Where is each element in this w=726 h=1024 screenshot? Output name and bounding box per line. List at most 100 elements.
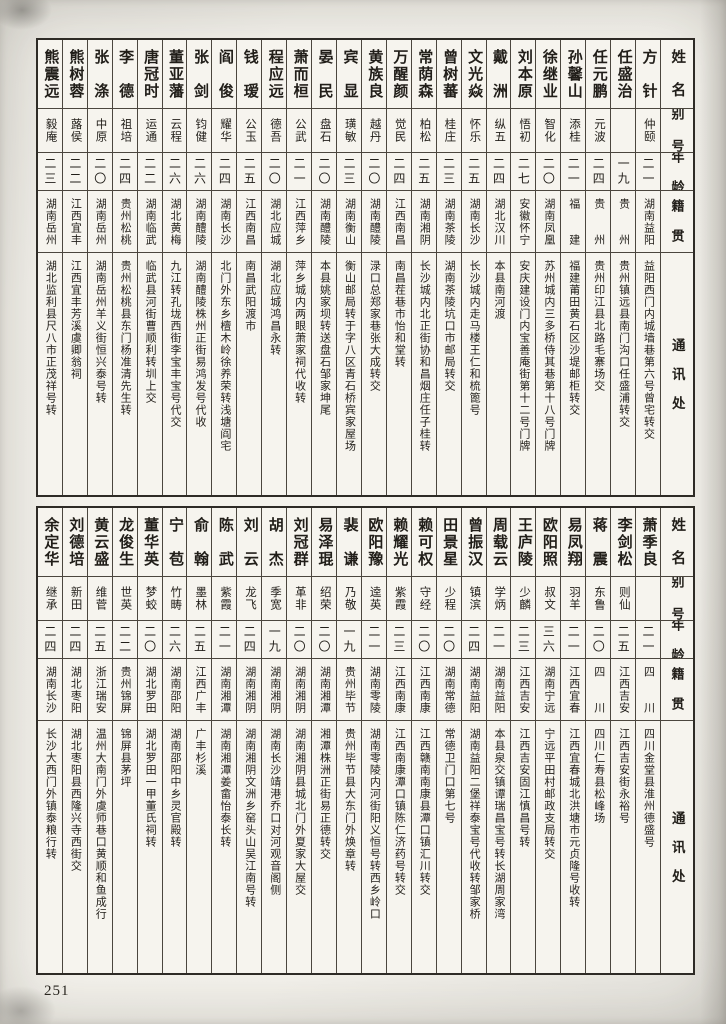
name-text: 宾 显 (341, 48, 358, 100)
person-address-cell: 湖北枣阳县西隆兴寺西街交 (63, 721, 87, 973)
person-column: 张 剑钧健 二六 湖南醴陵 湖南醴陵株州正街易鸿发号代收 (186, 40, 212, 495)
name-text: 欧阳照 (540, 516, 557, 568)
origin-text: 湖北枣阳 (69, 665, 82, 714)
person-alias-cell: 竹畴 (162, 577, 187, 621)
origin-text: 安徽怀宁 (517, 197, 530, 246)
origin-text: 江西南康 (393, 665, 406, 714)
alias-text: 越丹 (368, 118, 381, 143)
age-text: 二四 (117, 156, 132, 187)
person-name-cell: 李剑松 (611, 508, 636, 577)
header-label-address: 通 讯 处 (669, 810, 685, 884)
address-text: 湖南湘阴县城北门外夏家大屋交 (293, 728, 306, 896)
origin-text: 湖北汉川 (493, 197, 505, 246)
name-text: 萧季良 (640, 516, 657, 568)
age-text: 二三 (341, 156, 356, 187)
person-name-cell: 熊树蓉 (62, 40, 87, 109)
person-alias-cell: 逵英 (361, 577, 386, 621)
person-address-cell: 湖南邵阳中乡灵官殿转 (163, 721, 187, 973)
age-text: 二四 (67, 624, 82, 655)
name-text: 张 剑 (191, 48, 208, 100)
age-text: 二四 (391, 156, 406, 187)
address-text: 苏州城内三多桥侍其巷第十八号门牌 (542, 260, 555, 452)
person-name-cell: 熊震远 (37, 40, 62, 109)
person-column: 宾 显璜敏 二三 湖南衡山 衡山邮局转于字八区青石桥宾家屋场 (336, 40, 361, 495)
person-age-cell: 二〇 (137, 621, 162, 659)
name-text: 欧阳豫 (366, 516, 383, 568)
name-text: 戴 洲 (491, 48, 507, 100)
person-alias-cell: 则仙 (611, 577, 636, 621)
person-column: 周载云 学炳 二一 湖南益阳 本县泉交镇谭瑞昌宝号转长湖周家湾 (485, 508, 511, 973)
origin-text: 江西宜春 (567, 665, 580, 714)
person-origin-cell: 湖南湘潭 (212, 659, 237, 721)
person-column: 欧阳照 叔文 三六 湖南宁远 宁远平田村邮政支局转交 (535, 508, 561, 973)
person-name-cell: 李 德 (112, 40, 137, 109)
person-name-cell: 刘 云 (237, 508, 262, 577)
alias-text: 学炳 (493, 586, 506, 611)
header-cell-name: 姓 名 (661, 508, 693, 577)
header-column: 姓 名别 号年 龄籍 贯通 讯 处 (660, 40, 693, 495)
person-alias-cell: 世英 (112, 577, 137, 621)
name-text: 任元鹏 (590, 48, 607, 100)
alias-text: 叔文 (543, 586, 556, 611)
origin-text: 四 川 (642, 665, 655, 714)
origin-text: 湖南益阳 (493, 665, 505, 714)
age-text: 二六 (167, 624, 182, 655)
address-text: 益阳西门内城墙巷第六号曾宅转交 (642, 260, 655, 440)
person-name-cell: 陈 武 (212, 508, 237, 577)
person-address-cell: 湖南益阳二堡祥泰宝号代收转邹家桥 (462, 721, 486, 973)
person-name-cell: 万醒颜 (386, 40, 411, 109)
person-age-cell: 二一 (561, 621, 586, 659)
person-column: 熊震远 毅庵 二三 湖南岳州 湖北监利县尺八市正茂祥号转 (37, 40, 62, 495)
person-origin-cell: 湖南岳州 (87, 191, 112, 253)
age-text: 二五 (242, 156, 257, 187)
person-origin-cell: 湖南长沙 (212, 191, 237, 253)
person-column: 赖可权 守经 二〇 江西南康 江西赣南南康县潭口镇汇川转交 (410, 508, 436, 973)
person-origin-cell: 江西吉安 (511, 659, 536, 721)
origin-text: 贵州毕节 (343, 665, 356, 714)
age-text: 二三 (516, 624, 531, 655)
person-name-cell: 刘本原 (511, 40, 536, 109)
person-origin-cell: 湖南湘阴 (287, 659, 312, 721)
person-address-cell: 湖北罗田一甲董氏祠转 (138, 721, 162, 973)
person-address-cell: 益阳西门内城墙巷第六号曾宅转交 (636, 253, 660, 495)
address-text: 湖北监利县尺八市正茂祥号转 (44, 260, 57, 416)
person-column: 钱 瑷公玉 二五 江西南昌 南昌武阳渡市 (236, 40, 262, 495)
person-name-cell: 文光焱 (461, 40, 486, 109)
header-label-age: 年 龄 (669, 621, 685, 659)
person-column: 赖耀光 紫霞 二三 江西南康 江西南康潭口镇陈仁济药号转交 (385, 508, 411, 973)
address-text: 福建莆田黄石区沙堤邮柜转交 (567, 260, 580, 416)
person-column: 戴 洲纵五 二四 湖北汉川 本县南河渡 (485, 40, 511, 495)
person-alias-cell: 紫霞 (212, 577, 237, 621)
alias-text: 公玉 (244, 118, 257, 143)
header-label-alias: 别 号 (669, 577, 685, 621)
person-age-cell: 二四 (486, 153, 511, 191)
name-text: 黄云盛 (92, 516, 109, 568)
person-column: 蒋 震东鲁 二〇四 川四川仁寿县松峰场 (585, 508, 611, 973)
header-label-origin: 籍 贯 (669, 199, 685, 244)
name-text: 俞 翰 (191, 516, 208, 568)
name-text: 方 针 (640, 48, 657, 100)
address-text: 贵州毕节县大东门外焕章转 (343, 728, 356, 872)
person-age-cell: 二一 (361, 621, 386, 659)
age-text: 二二 (117, 624, 132, 655)
age-text: 一九 (341, 624, 356, 655)
origin-text: 湖南长沙 (468, 197, 481, 246)
address-text: 湖南长沙靖港乔口对河观音阁侧 (268, 728, 281, 896)
alias-text: 盘石 (318, 118, 331, 143)
person-column: 阎 俊耀华 二四 湖南长沙 北门外东乡檀木岭徐养荣转浅塘阎宅 (211, 40, 237, 495)
person-alias-cell (611, 109, 636, 153)
name-text: 裴 谦 (341, 516, 358, 568)
person-name-cell: 蒋 震 (586, 508, 611, 577)
person-address-cell: 福建莆田黄石区沙堤邮柜转交 (561, 253, 585, 495)
person-age-cell: 三六 (536, 621, 561, 659)
person-alias-cell: 公武 (287, 109, 312, 153)
address-text: 江西吉安街永裕号 (617, 728, 630, 824)
person-alias-cell: 觉民 (386, 109, 411, 153)
person-origin-cell: 安徽怀宁 (511, 191, 536, 253)
person-column: 田景星 少程 二〇 湖南常德 常德卫门口第七号 (435, 508, 461, 973)
person-column: 常荫森 柏松 二五 湖南湘阴 长沙城内北正街协和昌烟庄任子桂转 (410, 40, 436, 495)
origin-text: 湖南凤凰 (542, 197, 555, 246)
header-cell-alias: 别 号 (661, 109, 693, 153)
origin-text: 湖南湘阴 (268, 665, 281, 714)
alias-text: 柏松 (418, 118, 431, 143)
